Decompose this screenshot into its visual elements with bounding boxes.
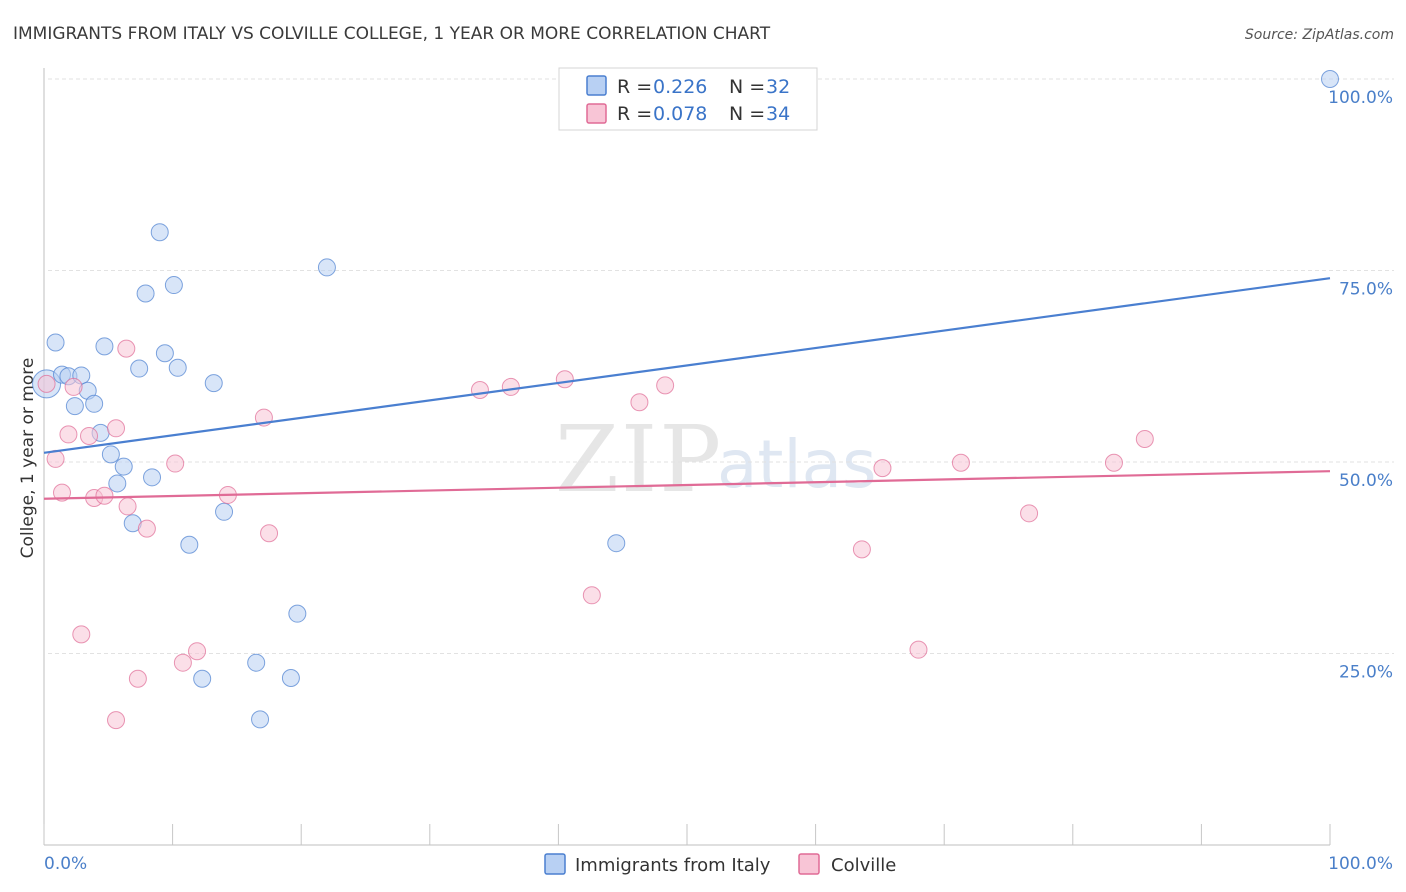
- point-colville-14: [137, 519, 156, 538]
- x-tick-label-max: 100.0%: [1328, 854, 1393, 874]
- point-italy-12: [114, 457, 133, 476]
- point-colville-28: [873, 459, 892, 478]
- legend-r-label-italy: R =: [617, 76, 652, 98]
- point-italy-23: [204, 374, 223, 393]
- series-legend-swatch-colville: [798, 853, 820, 875]
- point-italy-10: [101, 445, 120, 464]
- point-italy-16: [143, 468, 162, 487]
- point-colville-27: [852, 540, 871, 559]
- point-colville-2: [53, 483, 72, 502]
- y-tick-label-50: 50.0%: [1339, 471, 1393, 491]
- point-italy-24: [215, 502, 234, 521]
- point-colville-23: [555, 370, 574, 389]
- series-legend: Immigrants from Italy Colville: [544, 853, 896, 876]
- point-colville-0: [37, 374, 56, 393]
- point-italy-20: [168, 358, 187, 377]
- point-italy-17: [150, 223, 169, 242]
- point-italy-31: [1321, 70, 1339, 88]
- y-tick-label-75: 75.0%: [1339, 280, 1393, 300]
- legend-r-value-colville: 0.078: [653, 103, 707, 125]
- stats-legend: R = 0.226 N = 32 R = 0.078 N = 34: [558, 67, 818, 131]
- point-colville-17: [188, 642, 207, 661]
- point-italy-4: [65, 397, 84, 416]
- point-colville-24: [582, 586, 601, 605]
- chart-title: IMMIGRANTS FROM ITALY VS COLVILLE COLLEG…: [13, 24, 771, 44]
- watermark: ZIP atlas: [555, 406, 877, 513]
- point-colville-29: [909, 640, 928, 659]
- point-colville-32: [1104, 453, 1123, 472]
- legend-n-label-colville: N =: [729, 103, 765, 125]
- point-italy-14: [130, 359, 149, 378]
- point-colville-15: [166, 454, 185, 473]
- legend-swatch-colville: [586, 103, 607, 124]
- point-italy-11: [108, 474, 127, 493]
- point-italy-22: [193, 669, 212, 688]
- point-italy-9: [95, 337, 114, 356]
- point-colville-6: [80, 426, 99, 445]
- trend-line-italy: [43, 277, 1331, 454]
- legend-r-label-colville: R =: [617, 103, 652, 125]
- point-italy-27: [281, 669, 300, 688]
- point-colville-26: [656, 376, 675, 395]
- y-tick-labels: 25.0% 50.0% 75.0% 100.0%: [1328, 88, 1393, 683]
- point-colville-12: [118, 497, 137, 516]
- point-italy-25: [247, 653, 266, 672]
- point-colville-8: [95, 486, 114, 505]
- point-colville-21: [470, 380, 489, 399]
- point-italy-29: [317, 258, 336, 277]
- watermark-zip: ZIP: [555, 406, 723, 513]
- legend-r-value-italy: 0.226: [653, 76, 707, 98]
- point-colville-30: [951, 453, 970, 472]
- legend-swatch-italy: [586, 75, 607, 96]
- point-colville-5: [72, 625, 91, 644]
- point-italy-7: [85, 394, 104, 413]
- series-legend-label-colville: Colville: [831, 855, 896, 876]
- point-italy-1: [46, 333, 65, 352]
- x-tick-label-min: 0.0%: [44, 854, 87, 874]
- watermark-atlas: atlas: [717, 426, 877, 503]
- x-axis-ticks: [43, 824, 1331, 845]
- y-tick-label-25: 25.0%: [1339, 663, 1393, 683]
- point-colville-13: [128, 669, 147, 688]
- point-colville-10: [107, 711, 126, 730]
- chart-source: Source: ZipAtlas.com: [1245, 27, 1394, 43]
- point-italy-21: [180, 535, 199, 554]
- legend-n-label-italy: N =: [729, 76, 765, 98]
- point-italy-26: [251, 710, 270, 729]
- data-points: [32, 70, 1339, 730]
- gridlines: [48, 78, 1394, 654]
- point-italy-19: [164, 276, 183, 295]
- point-colville-3: [59, 425, 78, 444]
- series-legend-swatch-italy: [544, 853, 566, 875]
- series-legend-label-italy: Immigrants from Italy: [575, 855, 771, 876]
- point-colville-25: [630, 393, 649, 412]
- point-italy-30: [607, 534, 626, 553]
- y-axis-label: College, 1 year or more: [18, 358, 38, 559]
- point-colville-9: [107, 419, 126, 438]
- point-colville-22: [501, 377, 520, 396]
- point-colville-31: [1020, 504, 1039, 523]
- legend-n-value-colville: 34: [766, 103, 790, 125]
- trend-line-colville: [43, 470, 1331, 500]
- point-italy-28: [288, 604, 307, 623]
- point-italy-18: [155, 344, 174, 363]
- point-colville-20: [260, 524, 279, 543]
- point-colville-33: [1135, 430, 1154, 449]
- point-colville-16: [173, 653, 192, 672]
- point-colville-11: [117, 339, 136, 358]
- point-colville-4: [64, 377, 83, 396]
- legend-n-value-italy: 32: [766, 76, 790, 98]
- trend-lines: [43, 277, 1331, 500]
- y-tick-label-100: 100.0%: [1328, 88, 1393, 108]
- point-italy-15: [136, 284, 155, 303]
